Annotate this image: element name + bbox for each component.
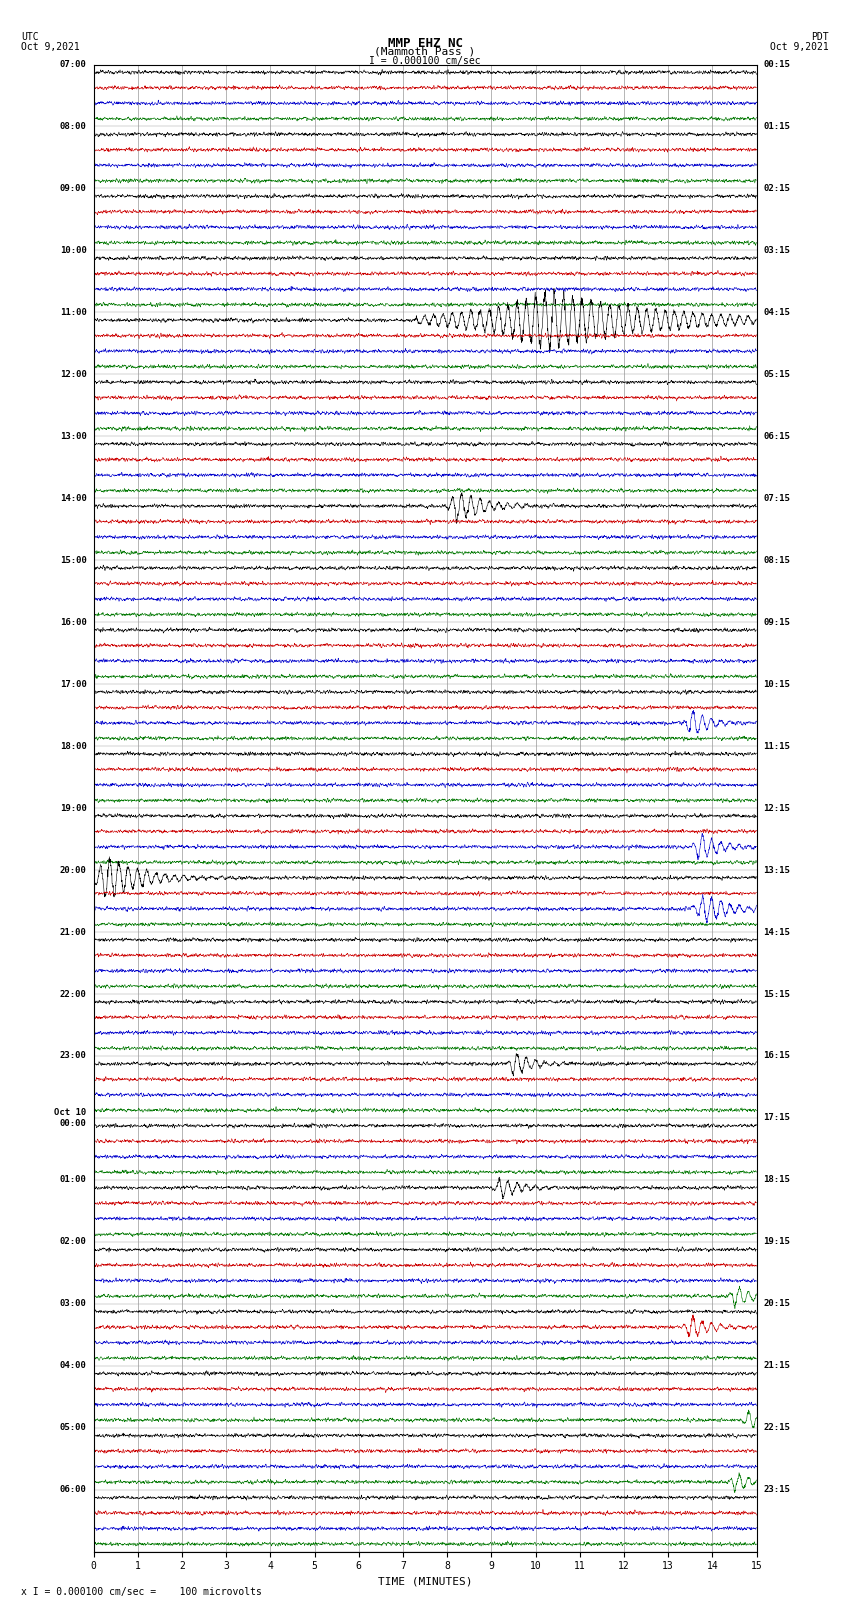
Text: PDT: PDT bbox=[811, 32, 829, 42]
Text: 03:15: 03:15 bbox=[763, 245, 791, 255]
Text: 09:00: 09:00 bbox=[60, 184, 87, 194]
Text: 19:15: 19:15 bbox=[763, 1237, 791, 1247]
Text: 23:00: 23:00 bbox=[60, 1052, 87, 1060]
Text: Oct 9,2021: Oct 9,2021 bbox=[770, 42, 829, 52]
Text: 18:00: 18:00 bbox=[60, 742, 87, 750]
Text: 22:15: 22:15 bbox=[763, 1423, 791, 1432]
Text: 01:15: 01:15 bbox=[763, 123, 791, 131]
Text: 02:15: 02:15 bbox=[763, 184, 791, 194]
Text: 16:15: 16:15 bbox=[763, 1052, 791, 1060]
Text: 20:15: 20:15 bbox=[763, 1300, 791, 1308]
Text: Oct 10
00:00: Oct 10 00:00 bbox=[54, 1108, 87, 1127]
Text: 05:15: 05:15 bbox=[763, 369, 791, 379]
Text: I = 0.000100 cm/sec: I = 0.000100 cm/sec bbox=[369, 56, 481, 66]
Text: UTC: UTC bbox=[21, 32, 39, 42]
Text: 11:15: 11:15 bbox=[763, 742, 791, 750]
Text: 10:15: 10:15 bbox=[763, 679, 791, 689]
Text: 14:00: 14:00 bbox=[60, 494, 87, 503]
Text: 11:00: 11:00 bbox=[60, 308, 87, 316]
Text: 15:00: 15:00 bbox=[60, 556, 87, 565]
Text: 12:00: 12:00 bbox=[60, 369, 87, 379]
Text: 08:00: 08:00 bbox=[60, 123, 87, 131]
Text: 04:00: 04:00 bbox=[60, 1361, 87, 1371]
Text: 08:15: 08:15 bbox=[763, 556, 791, 565]
Text: 00:15: 00:15 bbox=[763, 60, 791, 69]
Text: 07:15: 07:15 bbox=[763, 494, 791, 503]
Text: 14:15: 14:15 bbox=[763, 927, 791, 937]
Text: 07:00: 07:00 bbox=[60, 60, 87, 69]
Text: MMP EHZ NC: MMP EHZ NC bbox=[388, 37, 462, 50]
Text: 17:00: 17:00 bbox=[60, 679, 87, 689]
Text: 21:15: 21:15 bbox=[763, 1361, 791, 1371]
Text: x I = 0.000100 cm/sec =    100 microvolts: x I = 0.000100 cm/sec = 100 microvolts bbox=[21, 1587, 262, 1597]
Text: 05:00: 05:00 bbox=[60, 1423, 87, 1432]
Text: 06:15: 06:15 bbox=[763, 432, 791, 440]
Text: Oct 9,2021: Oct 9,2021 bbox=[21, 42, 80, 52]
Text: 21:00: 21:00 bbox=[60, 927, 87, 937]
Text: 09:15: 09:15 bbox=[763, 618, 791, 627]
Text: 01:00: 01:00 bbox=[60, 1176, 87, 1184]
Text: 10:00: 10:00 bbox=[60, 245, 87, 255]
Text: 19:00: 19:00 bbox=[60, 803, 87, 813]
X-axis label: TIME (MINUTES): TIME (MINUTES) bbox=[377, 1578, 473, 1587]
Text: 18:15: 18:15 bbox=[763, 1176, 791, 1184]
Text: 13:00: 13:00 bbox=[60, 432, 87, 440]
Text: 06:00: 06:00 bbox=[60, 1486, 87, 1494]
Text: 23:15: 23:15 bbox=[763, 1486, 791, 1494]
Text: 22:00: 22:00 bbox=[60, 989, 87, 998]
Text: 13:15: 13:15 bbox=[763, 866, 791, 874]
Text: 20:00: 20:00 bbox=[60, 866, 87, 874]
Text: 17:15: 17:15 bbox=[763, 1113, 791, 1123]
Text: 12:15: 12:15 bbox=[763, 803, 791, 813]
Text: 03:00: 03:00 bbox=[60, 1300, 87, 1308]
Text: (Mammoth Pass ): (Mammoth Pass ) bbox=[374, 47, 476, 56]
Text: 02:00: 02:00 bbox=[60, 1237, 87, 1247]
Text: 04:15: 04:15 bbox=[763, 308, 791, 316]
Text: 16:00: 16:00 bbox=[60, 618, 87, 627]
Text: 15:15: 15:15 bbox=[763, 989, 791, 998]
